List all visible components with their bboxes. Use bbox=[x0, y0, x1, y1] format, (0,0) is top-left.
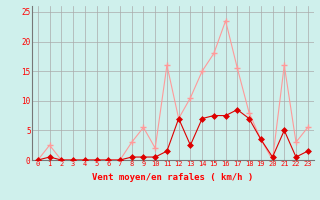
X-axis label: Vent moyen/en rafales ( km/h ): Vent moyen/en rafales ( km/h ) bbox=[92, 173, 253, 182]
